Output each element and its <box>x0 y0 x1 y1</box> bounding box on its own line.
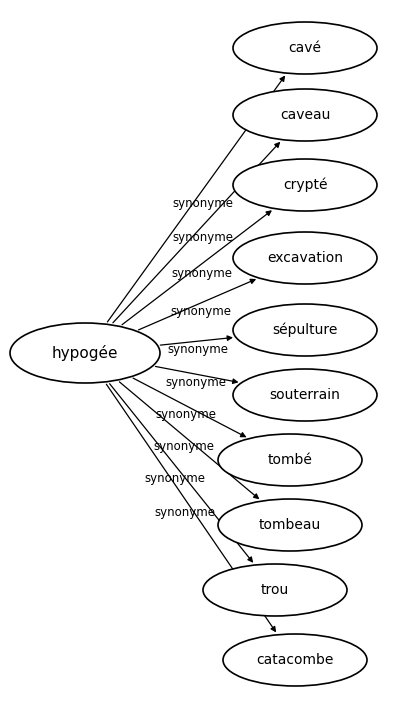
Ellipse shape <box>10 323 160 383</box>
FancyArrowPatch shape <box>139 279 255 330</box>
Text: synonyme: synonyme <box>170 305 231 318</box>
Text: souterrain: souterrain <box>269 388 340 402</box>
Text: synonyme: synonyme <box>154 440 215 453</box>
Text: tombeau: tombeau <box>259 518 321 532</box>
Ellipse shape <box>218 499 362 551</box>
Text: synonyme: synonyme <box>172 231 233 244</box>
Ellipse shape <box>233 159 377 211</box>
Text: synonyme: synonyme <box>165 375 226 389</box>
FancyArrowPatch shape <box>110 384 252 562</box>
Ellipse shape <box>233 304 377 356</box>
Text: crypté: crypté <box>283 177 327 192</box>
Ellipse shape <box>203 564 347 616</box>
FancyArrowPatch shape <box>106 384 275 631</box>
Text: tombé: tombé <box>267 453 312 467</box>
FancyArrowPatch shape <box>119 382 258 498</box>
FancyArrowPatch shape <box>107 76 284 322</box>
Text: synonyme: synonyme <box>171 267 232 280</box>
Text: synonyme: synonyme <box>145 472 206 485</box>
Text: synonyme: synonyme <box>154 506 215 520</box>
FancyArrowPatch shape <box>133 378 245 437</box>
Text: synonyme: synonyme <box>172 197 233 210</box>
Text: synonyme: synonyme <box>167 343 228 356</box>
Ellipse shape <box>233 232 377 284</box>
Text: hypogée: hypogée <box>52 345 118 361</box>
Ellipse shape <box>233 89 377 141</box>
Ellipse shape <box>233 369 377 421</box>
Text: caveau: caveau <box>280 108 330 122</box>
Text: cavé: cavé <box>288 41 322 55</box>
Ellipse shape <box>223 634 367 686</box>
Text: catacombe: catacombe <box>256 653 334 667</box>
Text: sépulture: sépulture <box>272 323 338 337</box>
Text: excavation: excavation <box>267 251 343 265</box>
Text: synonyme: synonyme <box>156 409 216 421</box>
FancyArrowPatch shape <box>122 211 271 325</box>
Ellipse shape <box>218 434 362 486</box>
FancyArrowPatch shape <box>160 336 232 345</box>
FancyArrowPatch shape <box>155 366 237 383</box>
Ellipse shape <box>233 22 377 74</box>
FancyArrowPatch shape <box>113 143 279 323</box>
Text: trou: trou <box>261 583 289 597</box>
